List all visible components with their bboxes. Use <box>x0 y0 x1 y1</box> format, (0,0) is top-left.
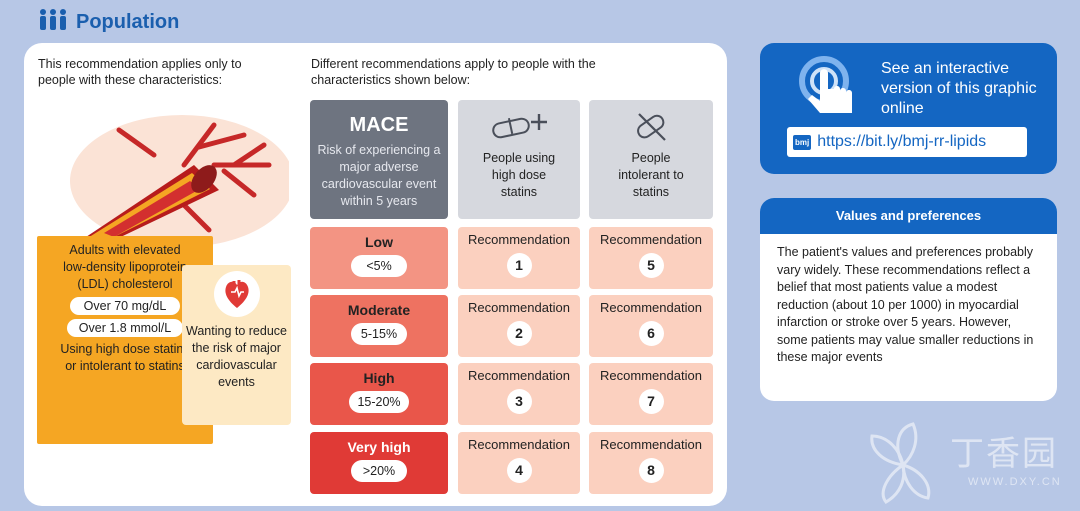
ldl-mmol-pill: Over 1.8 mmol/L <box>67 319 183 337</box>
risk-very-high: Very high >20% <box>310 432 448 494</box>
recommendation-number: 2 <box>506 321 532 346</box>
risk-high: High 15-20% <box>310 363 448 425</box>
bmj-logo: bmj <box>793 134 812 150</box>
grid-intro: Different recommendations apply to peopl… <box>311 57 596 87</box>
pill-plus-icon <box>458 110 580 148</box>
values-panel: Values and preferences The patient's val… <box>760 198 1057 401</box>
statins-text: Using high dose statins or intolerant to… <box>60 342 190 373</box>
heart-icon <box>213 271 260 317</box>
recommendation-5: Recommendation 5 <box>589 227 713 289</box>
risk-value: 5-15% <box>351 323 407 345</box>
recommendation-number: 1 <box>506 253 532 278</box>
mace-subtitle: Risk of experiencing a major adverse car… <box>317 143 441 208</box>
ldl-mg-pill: Over 70 mg/dL <box>70 297 180 315</box>
recommendation-label: Recommendation <box>600 437 702 452</box>
artery-illustration <box>64 105 294 247</box>
recommendation-label: Recommendation <box>600 368 702 383</box>
recommendation-3: Recommendation 3 <box>458 363 580 425</box>
recommendation-6: Recommendation 6 <box>589 295 713 357</box>
touch-icon <box>796 55 866 122</box>
wanting-text: Wanting to reduce the risk of major card… <box>186 324 287 389</box>
recommendation-label: Recommendation <box>468 232 570 247</box>
main-panel: This recommendation applies only to peop… <box>24 43 727 506</box>
mace-header: MACE Risk of experiencing a major advers… <box>310 100 448 219</box>
recommendation-4: Recommendation 4 <box>458 432 580 494</box>
risk-label: Moderate <box>347 302 411 318</box>
mace-title: MACE <box>349 114 409 136</box>
statins-column-header: People using high dose statins <box>458 100 580 219</box>
watermark-en: WWW.DXY.CN <box>968 476 1062 488</box>
recommendation-1: Recommendation 1 <box>458 227 580 289</box>
recommendation-number: 8 <box>638 458 664 483</box>
recommendation-8: Recommendation 8 <box>589 432 713 494</box>
risk-low: Low <5% <box>310 227 448 289</box>
wanting-box: Wanting to reduce the risk of major card… <box>182 265 291 425</box>
recommendation-number: 7 <box>638 389 664 414</box>
statins-column-label: People using high dose statins <box>482 151 556 199</box>
recommendation-label: Recommendation <box>468 368 570 383</box>
recommendation-label: Recommendation <box>468 437 570 452</box>
no-pill-icon <box>589 110 713 148</box>
url-text[interactable]: https://bit.ly/bmj-rr-lipids <box>817 133 987 150</box>
watermark: 丁香园 WWW.DXY.CN <box>858 420 1073 505</box>
recommendation-7: Recommendation 7 <box>589 363 713 425</box>
people-icon <box>38 8 68 37</box>
recommendation-label: Recommendation <box>468 300 570 315</box>
flower-logo-icon <box>870 422 931 504</box>
intolerant-column-header: People intolerant to statins <box>589 100 713 219</box>
header: Population <box>38 8 179 36</box>
values-title: Values and preferences <box>760 198 1057 234</box>
risk-value: >20% <box>351 460 407 482</box>
interactive-text: See an interactive version of this graph… <box>881 60 1037 117</box>
risk-label: Low <box>365 234 393 250</box>
recommendation-label: Recommendation <box>600 300 702 315</box>
recommendation-number: 3 <box>506 389 532 414</box>
left-intro: This recommendation applies only to peop… <box>38 57 242 87</box>
recommendation-label: Recommendation <box>600 232 702 247</box>
recommendation-2: Recommendation 2 <box>458 295 580 357</box>
interactive-panel: See an interactive version of this graph… <box>760 43 1057 174</box>
recommendation-number: 5 <box>638 253 664 278</box>
values-body: The patient's values and preferences pro… <box>777 245 1034 364</box>
intolerant-column-label: People intolerant to statins <box>618 151 684 199</box>
risk-value: <5% <box>351 255 407 277</box>
page-title: Population <box>76 10 180 33</box>
watermark-cn: 丁香园 <box>950 434 1058 474</box>
risk-label: Very high <box>347 439 411 455</box>
risk-label: High <box>363 370 395 386</box>
adults-text: Adults with elevated low-density lipopro… <box>63 243 187 291</box>
recommendation-number: 4 <box>506 458 532 483</box>
recommendation-number: 6 <box>638 321 664 346</box>
risk-value: 15-20% <box>349 391 409 413</box>
url-link[interactable]: bmj https://bit.ly/bmj-rr-lipids <box>787 127 1027 157</box>
risk-moderate: Moderate 5-15% <box>310 295 448 357</box>
